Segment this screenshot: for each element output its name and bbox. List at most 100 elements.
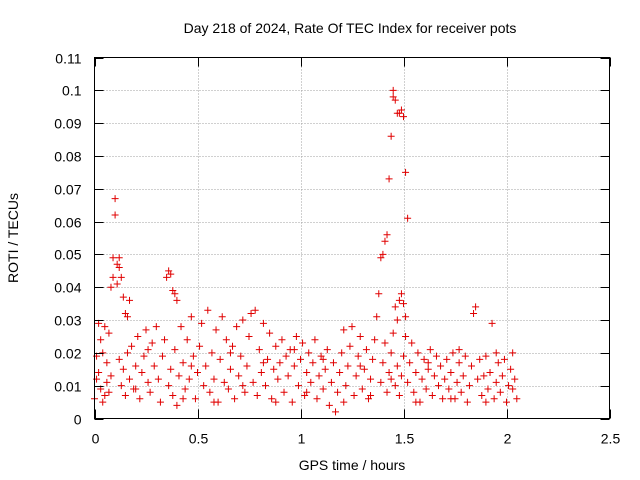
data-point	[480, 372, 488, 380]
data-point	[379, 359, 387, 367]
data-point	[426, 346, 434, 354]
chart-title: Day 218 of 2024, Rate Of TEC Index for r…	[184, 20, 517, 36]
data-point	[443, 355, 451, 363]
data-point	[239, 316, 247, 324]
data-point	[441, 375, 449, 383]
data-point	[509, 385, 517, 393]
data-point	[356, 332, 364, 340]
data-point	[113, 280, 121, 288]
data-point	[402, 313, 410, 321]
data-point	[187, 362, 195, 370]
data-point	[109, 273, 117, 281]
data-point	[447, 395, 455, 403]
data-point	[255, 346, 263, 354]
data-point	[103, 378, 111, 386]
data-point	[165, 382, 173, 390]
data-point	[352, 372, 360, 380]
data-point	[348, 323, 356, 331]
data-point	[445, 385, 453, 393]
y-tick-label: 0.08	[54, 149, 81, 165]
data-point	[128, 342, 136, 350]
data-point	[354, 352, 362, 360]
data-point	[111, 211, 119, 219]
data-point	[461, 352, 469, 360]
data-point	[424, 365, 432, 373]
data-point	[503, 398, 510, 406]
data-point	[126, 296, 134, 304]
data-point	[194, 369, 201, 377]
data-point	[115, 355, 123, 363]
data-point	[391, 303, 399, 311]
data-point	[229, 342, 237, 350]
data-point	[282, 352, 290, 360]
data-point	[418, 375, 426, 383]
data-point	[385, 369, 393, 377]
data-point	[97, 336, 105, 344]
data-point	[393, 362, 401, 370]
data-point	[142, 326, 150, 334]
data-point	[191, 395, 199, 403]
data-point	[476, 355, 484, 363]
y-tick-label: 0.04	[54, 280, 81, 296]
data-point	[224, 385, 232, 393]
data-point	[329, 359, 337, 367]
data-point	[245, 332, 253, 340]
data-point	[377, 378, 385, 386]
data-point	[334, 388, 342, 396]
data-point	[313, 395, 321, 403]
data-point	[498, 372, 506, 380]
data-point	[247, 309, 255, 317]
data-point	[465, 382, 473, 390]
data-point	[179, 359, 187, 367]
data-point	[428, 392, 436, 400]
y-tick-label: 0	[74, 412, 82, 428]
data-point	[397, 372, 405, 380]
data-point	[340, 326, 348, 334]
data-point	[400, 352, 407, 360]
grid	[94, 57, 610, 419]
data-point	[156, 398, 164, 406]
data-point	[367, 392, 375, 400]
data-point	[387, 375, 395, 383]
data-point	[414, 349, 422, 357]
data-point	[397, 106, 405, 114]
data-point	[511, 375, 519, 383]
data-point	[412, 369, 420, 377]
data-point	[200, 382, 208, 390]
data-point	[389, 86, 397, 94]
data-point	[278, 336, 286, 344]
data-point	[327, 378, 335, 386]
axis-ticks	[94, 57, 611, 420]
data-point	[410, 388, 418, 396]
data-point	[210, 375, 218, 383]
data-point	[173, 296, 181, 304]
data-point	[259, 319, 267, 327]
x-tick-label: 1	[298, 431, 306, 447]
data-point	[198, 319, 206, 327]
data-point	[264, 355, 272, 363]
data-point	[208, 349, 216, 357]
data-point	[379, 250, 387, 258]
data-point	[107, 283, 115, 291]
data-point	[400, 300, 407, 308]
data-point	[381, 237, 389, 245]
data-point	[144, 346, 152, 354]
data-point	[259, 359, 267, 367]
data-point	[179, 395, 187, 403]
data-point	[393, 316, 401, 324]
data-point	[218, 313, 226, 321]
data-point	[171, 290, 179, 298]
data-point	[249, 378, 257, 386]
data-point	[367, 375, 375, 383]
data-point	[294, 382, 302, 390]
data-point	[311, 336, 319, 344]
data-point	[387, 132, 395, 140]
data-point	[408, 339, 416, 347]
data-point	[202, 362, 210, 370]
data-point	[323, 346, 331, 354]
data-point	[261, 382, 269, 390]
data-point	[233, 323, 241, 331]
data-point	[175, 372, 183, 380]
data-point	[412, 398, 420, 406]
